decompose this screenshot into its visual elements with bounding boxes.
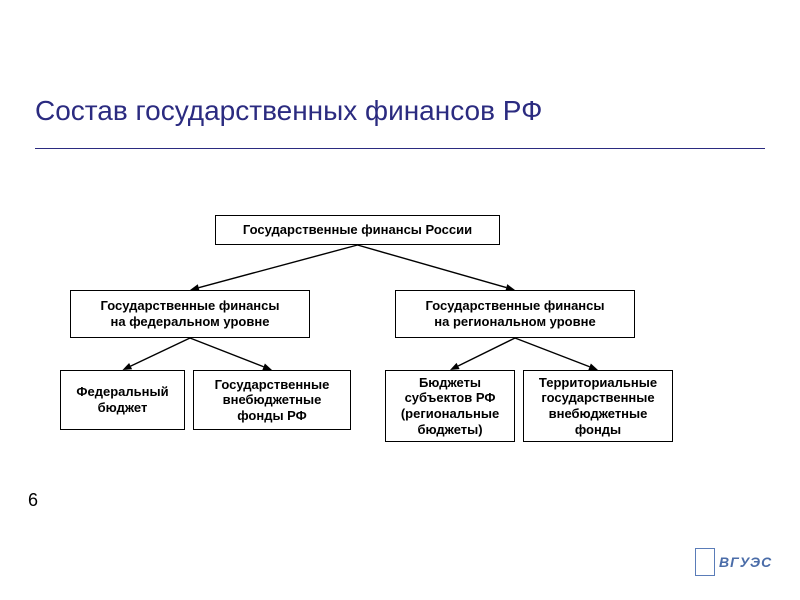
title-underline <box>35 148 765 149</box>
node-root: Государственные финансы России <box>215 215 500 245</box>
node-fb: Федеральныйбюджет <box>60 370 185 430</box>
page-number: 6 <box>28 490 38 511</box>
node-reg: Государственные финансына региональном у… <box>395 290 635 338</box>
footer-logo: ВГУЭС <box>695 548 772 576</box>
node-fed: Государственные финансына федеральном ур… <box>70 290 310 338</box>
node-gvf: Государственныевнебюджетныефонды РФ <box>193 370 351 430</box>
logo-icon <box>695 548 715 576</box>
logo-text: ВГУЭС <box>719 554 772 570</box>
slide-title: Состав государственных финансов РФ <box>35 95 542 127</box>
node-tgvf: Территориальныегосударственныевнебюджетн… <box>523 370 673 442</box>
node-bsrf: Бюджетысубъектов РФ(региональныебюджеты) <box>385 370 515 442</box>
